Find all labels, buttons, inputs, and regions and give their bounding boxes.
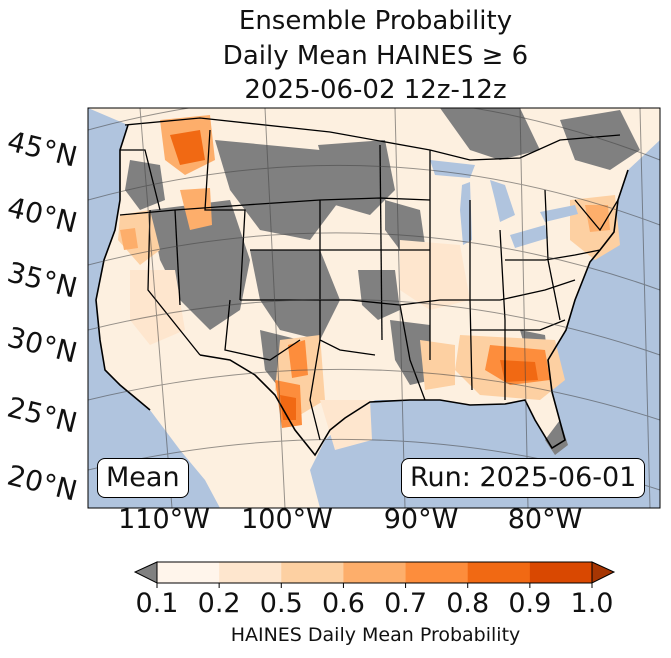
- colorbar-tick-label: 0.9: [508, 588, 552, 619]
- lon-label-90: 90°W: [383, 504, 459, 535]
- mean-label-box: Mean: [97, 458, 189, 498]
- run-label-box: Run: 2025-06-01: [401, 458, 646, 498]
- lon-label-80: 80°W: [507, 504, 583, 535]
- colorbar-over-arrow: [591, 561, 616, 584]
- colorbar-tick-label: 0.1: [135, 588, 179, 619]
- colorbar-cell: [281, 562, 344, 583]
- probability-regions: [118, 115, 620, 450]
- title-line-3: 2025-06-02 12z-12z: [244, 75, 507, 105]
- title-line-2: Daily Mean HAINES ≥ 6: [222, 41, 529, 71]
- lon-label-110: 110°W: [118, 504, 210, 535]
- title-line-1: Ensemble Probability: [238, 6, 513, 36]
- map-frame: [87, 107, 661, 509]
- state-borders: [119, 117, 621, 441]
- colorbar-tick-label: 0.5: [259, 588, 303, 619]
- colorbar-cell: [343, 562, 407, 583]
- colorbar-tick-label: 1.0: [570, 588, 614, 619]
- colorbar-tick-label: 0.6: [321, 588, 365, 619]
- colorbar-under-arrow: [133, 561, 158, 584]
- colorbar-tick-label: 0.2: [197, 588, 241, 619]
- colorbar-cell: [219, 562, 282, 583]
- colorbar-tick-label: 0.8: [446, 588, 490, 619]
- colorbar-cell: [157, 562, 220, 583]
- colorbar-cell: [405, 562, 469, 583]
- country-outline: [95, 124, 629, 457]
- colorbar-label: HAINES Daily Mean Probability: [230, 624, 521, 646]
- colorbar-tick-label: 0.7: [384, 588, 428, 619]
- great-lakes: [430, 160, 578, 248]
- colorbar-frame: [156, 561, 593, 584]
- graticule: [88, 108, 660, 508]
- lon-label-100: 100°W: [241, 504, 333, 535]
- colorbar-cell: [529, 562, 593, 583]
- colorbar-cell: [467, 562, 531, 583]
